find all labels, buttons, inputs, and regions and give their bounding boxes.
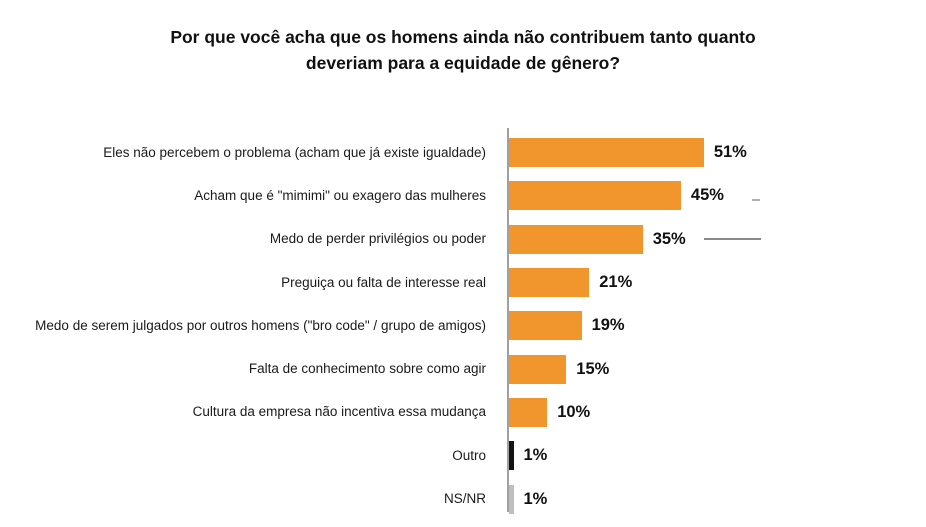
bar-label: Cultura da empresa não incentiva essa mu… bbox=[192, 404, 486, 420]
chart-row: Acham que é "mimimi" ou exagero das mulh… bbox=[0, 174, 926, 217]
bar bbox=[509, 441, 514, 471]
bar-value: 15% bbox=[576, 359, 610, 378]
bar bbox=[509, 354, 567, 384]
bar-label: Falta de conhecimento sobre como agir bbox=[248, 361, 486, 377]
bar-label: Outro bbox=[452, 447, 486, 463]
bar-label: Medo de perder privilégios ou poder bbox=[269, 231, 486, 247]
bar-track: 1% bbox=[497, 477, 926, 520]
chart-row: Medo de perder privilégios ou poder 35% bbox=[0, 218, 926, 261]
bar-label: Acham que é "mimimi" ou exagero das mulh… bbox=[194, 187, 486, 203]
chart-row: Eles não percebem o problema (acham que … bbox=[0, 131, 926, 174]
bar-value: 1% bbox=[523, 446, 548, 465]
bar bbox=[509, 138, 704, 168]
bar-value: 21% bbox=[599, 273, 633, 292]
bar bbox=[509, 224, 643, 254]
bar-label: NS/NR bbox=[443, 491, 486, 507]
bar bbox=[509, 181, 681, 211]
bar-track: 1% bbox=[497, 434, 926, 477]
bar-value: 19% bbox=[591, 316, 625, 335]
chart-row: NS/NR 1% bbox=[0, 477, 926, 520]
bar-label: Preguiça ou falta de interesse real bbox=[281, 274, 486, 290]
callout-line-artifact bbox=[704, 238, 761, 240]
chart-row: Preguiça ou falta de interesse real 21% bbox=[0, 261, 926, 304]
y-axis-line bbox=[507, 128, 509, 512]
callout-dash-artifact bbox=[752, 199, 760, 201]
bar-track: 51% bbox=[497, 131, 926, 174]
chart-row: Medo de serem julgados por outros homens… bbox=[0, 304, 926, 347]
bar-track: 21% bbox=[497, 261, 926, 304]
bar-label: Medo de serem julgados por outros homens… bbox=[35, 317, 486, 333]
bar-value: 10% bbox=[557, 402, 591, 421]
bar-label: Eles não percebem o problema (acham que … bbox=[103, 144, 486, 160]
bar-value: 35% bbox=[652, 229, 686, 248]
bar-rows: Eles não percebem o problema (acham que … bbox=[0, 131, 926, 521]
bar-value: 45% bbox=[690, 186, 724, 205]
bar bbox=[509, 484, 514, 514]
bar-value: 51% bbox=[713, 143, 747, 162]
bar-track: 10% bbox=[497, 391, 926, 434]
bar-track: 19% bbox=[497, 304, 926, 347]
chart-row: Falta de conhecimento sobre como agir 15… bbox=[0, 347, 926, 390]
bar-track: 35% bbox=[497, 218, 926, 261]
plot-area: Eles não percebem o problema (acham que … bbox=[0, 128, 926, 521]
bar bbox=[509, 397, 548, 427]
bar-value: 1% bbox=[523, 489, 548, 508]
bar bbox=[509, 268, 590, 298]
bar-track: 45% bbox=[497, 174, 926, 217]
bar-track: 15% bbox=[497, 347, 926, 390]
chart-row: Cultura da empresa não incentiva essa mu… bbox=[0, 391, 926, 434]
chart-row: Outro 1% bbox=[0, 434, 926, 477]
chart-title: Por que você acha que os homens ainda nã… bbox=[170, 27, 756, 73]
bar bbox=[509, 311, 582, 341]
